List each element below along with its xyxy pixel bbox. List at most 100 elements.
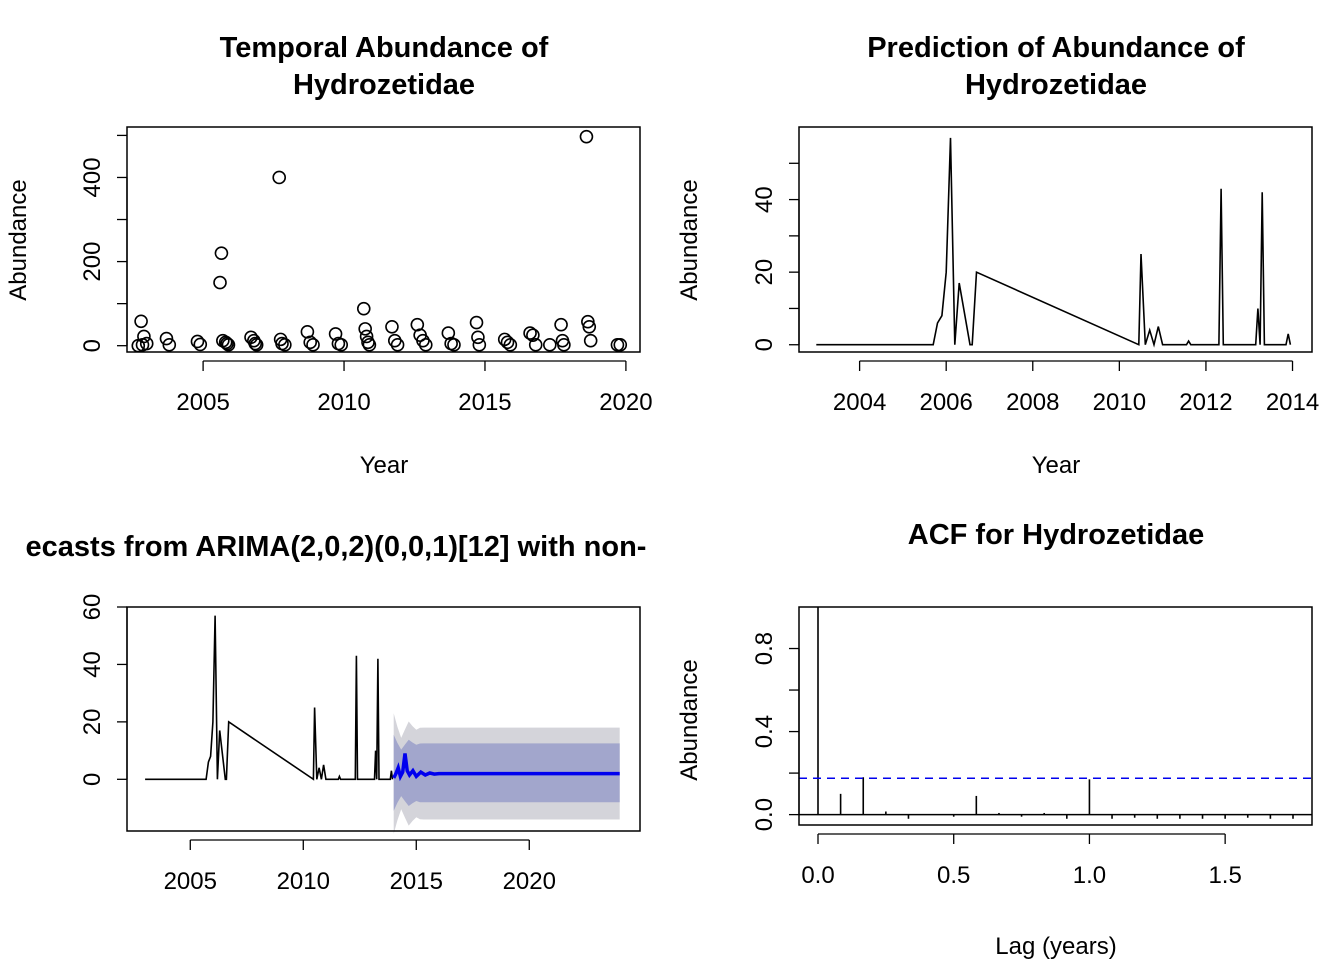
- panel4-xlabel: Lag (years): [995, 933, 1116, 960]
- panel3-series: [145, 615, 620, 834]
- panel2-title-line2: Hydrozetidae: [965, 69, 1147, 101]
- data-point: [306, 338, 320, 352]
- data-point: [278, 338, 292, 352]
- y-tick-label: 40: [79, 651, 106, 678]
- data-point: [613, 338, 628, 352]
- x-tick-label: 2006: [919, 389, 972, 416]
- panel1-box: [126, 126, 641, 353]
- data-point: [221, 338, 236, 352]
- panel2-title-line1: Prediction of Abundance of: [867, 32, 1245, 64]
- data-point: [248, 336, 263, 351]
- panel2-axes: 2004 2006 2008 2010 2012 2014 0 20 40: [751, 162, 1319, 416]
- data-point: [214, 246, 229, 260]
- panel4-bars: [799, 607, 1312, 819]
- data-point: [610, 338, 625, 352]
- panel-prediction-abundance: Prediction of Abundance of Hydrozetidae …: [676, 32, 1319, 479]
- data-point: [334, 338, 349, 352]
- x-tick-label: 2012: [1179, 389, 1232, 416]
- data-point: [162, 338, 177, 352]
- data-point: [385, 319, 399, 334]
- y-tick-label: 0.4: [751, 715, 778, 748]
- y-tick-label: 0.0: [751, 798, 778, 831]
- x-tick-label: 2010: [1093, 389, 1146, 416]
- y-tick-label: 20: [751, 259, 778, 286]
- data-point: [359, 329, 374, 344]
- data-point: [272, 170, 287, 185]
- data-point: [447, 338, 461, 352]
- panel2-ylabel: Abundance: [676, 179, 703, 300]
- data-point: [579, 129, 594, 144]
- data-point: [213, 275, 227, 290]
- panel1-ylabel: Abundance: [5, 179, 32, 300]
- data-point: [137, 329, 151, 344]
- panel-temporal-abundance: Temporal Abundance of Hydrozetidae Year …: [5, 32, 653, 479]
- x-tick-label: 2010: [277, 868, 330, 895]
- y-tick-label: 400: [79, 157, 106, 197]
- x-tick-label: 2010: [317, 389, 370, 416]
- x-tick-label: 2015: [390, 868, 443, 895]
- data-point: [190, 334, 205, 349]
- panel3-axes: 2005 2010 2015 2020 0 20 40 60: [79, 594, 556, 895]
- panel4-box: [798, 606, 1313, 826]
- data-point: [503, 338, 518, 352]
- data-point: [218, 335, 233, 350]
- panel1-title-line2: Hydrozetidae: [293, 69, 475, 101]
- y-tick-label: 0: [79, 339, 106, 352]
- data-point: [328, 327, 343, 341]
- panel1-points: [131, 129, 628, 353]
- data-point: [471, 330, 485, 345]
- panel-arima-forecast: ecasts from ARIMA(2,0,2)(0,0,1)[12] with…: [26, 531, 647, 895]
- data-point: [249, 338, 264, 352]
- x-tick-label: 2005: [176, 389, 229, 416]
- x-tick-label: 2020: [503, 868, 556, 895]
- data-point: [528, 338, 543, 352]
- data-point: [500, 335, 515, 350]
- panel2-series: [816, 137, 1292, 348]
- y-tick-label: 200: [79, 242, 106, 282]
- panel-acf: ACF for Hydrozetidae Lag (years) Abundan…: [676, 519, 1313, 960]
- data-point: [390, 338, 405, 352]
- y-tick-label: 60: [79, 594, 106, 621]
- y-tick-label: 0: [751, 338, 778, 351]
- x-tick-label: 2008: [1006, 389, 1059, 416]
- panel1-title-line1: Temporal Abundance of: [220, 32, 549, 64]
- data-point: [303, 335, 318, 350]
- x-tick-label: 0.0: [801, 862, 834, 889]
- data-point: [472, 338, 487, 352]
- data-point: [134, 314, 148, 329]
- data-point: [159, 331, 174, 346]
- data-point: [135, 338, 150, 352]
- y-tick-label: 40: [751, 186, 778, 213]
- series-line: [816, 137, 1292, 348]
- x-tick-label: 2004: [833, 389, 886, 416]
- x-tick-label: 1.5: [1208, 862, 1241, 889]
- y-tick-label: 0: [79, 773, 106, 786]
- data-point: [583, 333, 598, 348]
- data-point: [582, 319, 597, 334]
- x-tick-label: 2014: [1266, 389, 1319, 416]
- data-point: [543, 338, 557, 352]
- x-tick-label: 0.5: [937, 862, 970, 889]
- x-tick-label: 2005: [164, 868, 217, 895]
- panel3-box: [126, 606, 641, 832]
- data-point: [523, 326, 537, 340]
- history-line: [145, 615, 394, 781]
- panel1-axes: 2005 2010 2015 2020 0 200 400: [79, 134, 653, 416]
- y-tick-label: 20: [79, 709, 106, 736]
- data-point: [557, 338, 571, 352]
- panel2-xlabel: Year: [1032, 452, 1081, 479]
- forecast-line: [392, 753, 620, 782]
- panel2-box: [798, 126, 1313, 353]
- data-point: [526, 328, 540, 342]
- data-point: [356, 301, 371, 316]
- data-point: [469, 315, 484, 330]
- y-tick-label: 0.8: [751, 632, 778, 665]
- panel4-ylabel: Abundance: [676, 659, 703, 780]
- data-point: [193, 337, 208, 352]
- x-tick-label: 1.0: [1073, 862, 1106, 889]
- data-point: [554, 317, 568, 332]
- panel4-axes: 0.0 0.5 1.0 1.5 0.0 0.4 0.8: [751, 632, 1242, 889]
- data-point: [418, 338, 433, 352]
- data-point: [581, 314, 595, 329]
